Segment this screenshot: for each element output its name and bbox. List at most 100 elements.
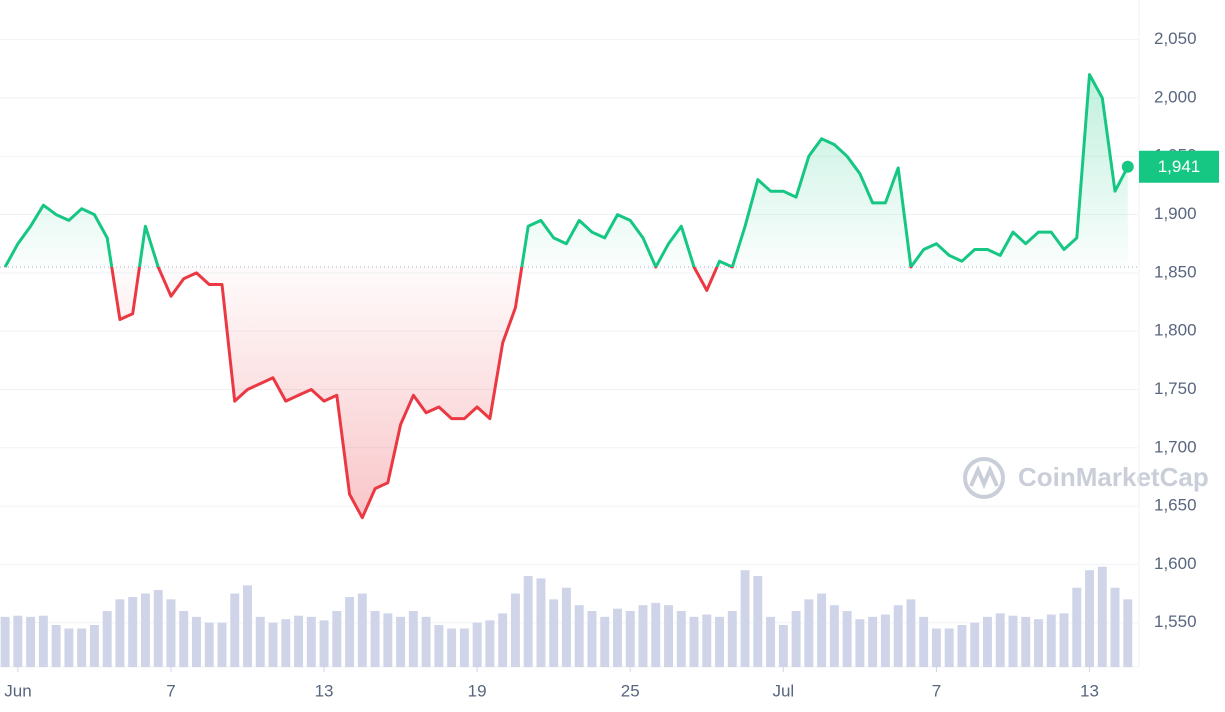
- volume-bar: [1123, 599, 1133, 667]
- volume-bar: [880, 614, 890, 667]
- current-price-label: 1,941: [1158, 157, 1201, 176]
- volume-bar: [638, 605, 648, 667]
- x-tick-label: 13: [1080, 681, 1099, 700]
- volume-bar: [715, 616, 725, 667]
- volume-bar: [829, 605, 839, 667]
- volume-bar: [702, 614, 712, 667]
- volume-bar: [523, 576, 533, 667]
- volume-bar: [179, 611, 189, 667]
- y-tick-label: 1,650: [1154, 496, 1197, 515]
- volume-bar: [600, 616, 610, 667]
- volume-bar: [408, 611, 418, 667]
- volume-bar: [510, 593, 520, 667]
- volume-bar: [294, 615, 303, 667]
- volume-bar: [383, 613, 393, 667]
- volume-bar: [51, 625, 61, 667]
- volume-bar: [804, 599, 814, 667]
- volume-bar: [931, 628, 941, 667]
- volume-bar: [970, 622, 980, 667]
- volume-bar: [727, 611, 737, 667]
- y-tick-label: 1,750: [1154, 379, 1197, 398]
- volume-bar: [868, 616, 878, 667]
- volume-bar: [434, 625, 444, 667]
- volume-bar: [217, 622, 227, 667]
- volume-bar: [306, 616, 316, 667]
- y-tick-label: 1,800: [1154, 321, 1197, 340]
- watermark: CoinMarketCap: [1018, 462, 1209, 492]
- volume-bar: [1008, 615, 1018, 667]
- volume-bar: [485, 620, 495, 667]
- volume-bar: [1110, 587, 1120, 667]
- volume-bar: [791, 611, 801, 667]
- volume-bar: [1059, 613, 1069, 667]
- volume-bar: [893, 605, 903, 667]
- watermark-logo: [963, 457, 1005, 499]
- x-tick-label: 25: [621, 681, 640, 700]
- price-line: [3, 73, 1130, 520]
- volume-bar: [982, 616, 992, 667]
- volume-bar: [166, 599, 176, 667]
- volume-bar: [26, 616, 36, 667]
- volume-bar: [498, 613, 508, 667]
- volume-bar: [561, 587, 571, 667]
- y-tick-label: 1,550: [1154, 612, 1197, 631]
- volume-bar: [396, 616, 406, 667]
- volume-bar: [689, 616, 699, 667]
- volume-bar: [115, 599, 125, 667]
- volume-bar: [140, 593, 150, 667]
- volume-bar: [944, 628, 954, 667]
- volume-bar: [1072, 587, 1082, 667]
- volume-bar: [536, 578, 546, 667]
- y-tick-label: 2,050: [1154, 29, 1197, 48]
- volume-bar: [472, 622, 482, 667]
- volume-bar: [153, 590, 163, 667]
- volume-bar: [102, 611, 112, 667]
- last-point: [1121, 160, 1134, 173]
- volume-bar: [204, 622, 214, 667]
- volume-bar: [268, 622, 278, 667]
- current-price-tag: [1139, 150, 1219, 183]
- volume-bar: [1046, 614, 1056, 667]
- volume-bar: [1034, 619, 1043, 667]
- volume-bar: [255, 616, 265, 667]
- volume-bar: [995, 613, 1005, 667]
- volume-bar: [332, 611, 342, 667]
- volume-bar: [676, 611, 686, 667]
- volume-bar: [128, 597, 138, 667]
- volume-bar: [192, 616, 201, 667]
- volume-bar: [906, 599, 916, 667]
- volume-bar: [549, 599, 559, 667]
- volume-bar: [243, 585, 252, 667]
- y-tick-label: 1,850: [1154, 262, 1197, 281]
- y-tick-label: 2,000: [1154, 87, 1197, 106]
- volume-bar: [421, 616, 431, 667]
- volume-bar: [13, 615, 23, 667]
- volume-bar: [64, 628, 74, 667]
- volume-bar: [370, 611, 380, 667]
- volume-bar: [574, 605, 584, 667]
- volume-bar: [447, 628, 457, 667]
- volume-bar: [345, 597, 355, 667]
- volume-bar: [613, 608, 622, 667]
- volume-bar: [919, 616, 929, 667]
- volume-bar: [651, 602, 661, 667]
- volume-bar: [664, 605, 673, 667]
- volume-bar: [281, 619, 291, 667]
- x-tick-label: Jun: [4, 681, 31, 700]
- volume-bar: [625, 611, 635, 667]
- volume-bar: [357, 593, 367, 667]
- volume-bar: [459, 628, 469, 667]
- price-area: [5, 74, 1128, 518]
- volume-bar: [38, 615, 48, 667]
- volume-bar: [740, 570, 750, 667]
- x-tick-label: Jul: [772, 681, 794, 700]
- volume-bar: [319, 620, 329, 667]
- volume-bar: [842, 611, 852, 667]
- x-tick-label: 13: [315, 681, 334, 700]
- y-tick-label: 1,900: [1154, 204, 1197, 223]
- x-tick-label: 7: [166, 681, 175, 700]
- volume-bar: [957, 625, 967, 667]
- x-tick-label: 19: [468, 681, 487, 700]
